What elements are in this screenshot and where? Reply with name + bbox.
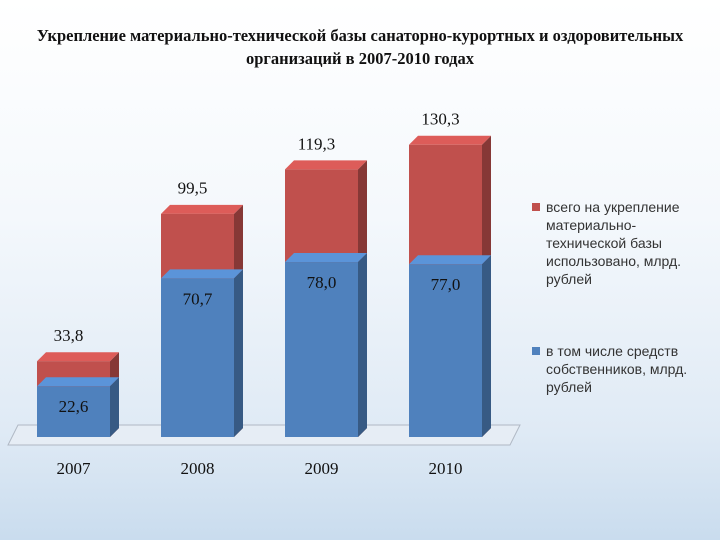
bar-side (110, 377, 119, 437)
legend-item: в том числе средств собственников, млрд.… (532, 342, 707, 396)
bar-top (37, 352, 119, 362)
bar-front (285, 262, 358, 437)
bar (161, 269, 243, 437)
bar-top (161, 204, 243, 214)
value-label: 70,7 (183, 289, 213, 308)
x-tick-label: 2007 (57, 459, 92, 478)
value-label: 22,6 (59, 397, 89, 416)
legend-swatch (532, 203, 540, 211)
value-label: 99,5 (178, 179, 208, 198)
legend-swatch (532, 347, 540, 355)
bar-front (409, 264, 482, 437)
bar-side (234, 269, 243, 437)
value-label: 77,0 (431, 275, 461, 294)
bar-top (37, 377, 119, 387)
x-tick-label: 2010 (429, 459, 463, 478)
value-label: 130,3 (421, 110, 459, 129)
legend-item: всего на укрепление материально-техничес… (532, 198, 707, 288)
legend-label: всего на укрепление материально-техничес… (546, 199, 682, 287)
bar-top (161, 269, 243, 279)
bar-top (409, 255, 491, 265)
legend-label: в том числе средств собственников, млрд.… (546, 343, 688, 395)
bar-side (358, 253, 367, 437)
bar (37, 377, 119, 437)
bar-front (37, 386, 110, 437)
bar-front (161, 278, 234, 437)
value-label: 78,0 (307, 273, 337, 292)
bar-side (482, 255, 491, 437)
bar (409, 255, 491, 437)
value-label: 119,3 (298, 134, 336, 153)
bar-top (285, 160, 367, 170)
bar-top (285, 253, 367, 263)
bar-top (409, 135, 491, 145)
value-label: 33,8 (54, 326, 84, 345)
x-tick-label: 2008 (181, 459, 215, 478)
chart-title: Укрепление материально-технической базы … (36, 26, 684, 68)
x-tick-label: 2009 (305, 459, 339, 478)
bar (285, 253, 367, 437)
